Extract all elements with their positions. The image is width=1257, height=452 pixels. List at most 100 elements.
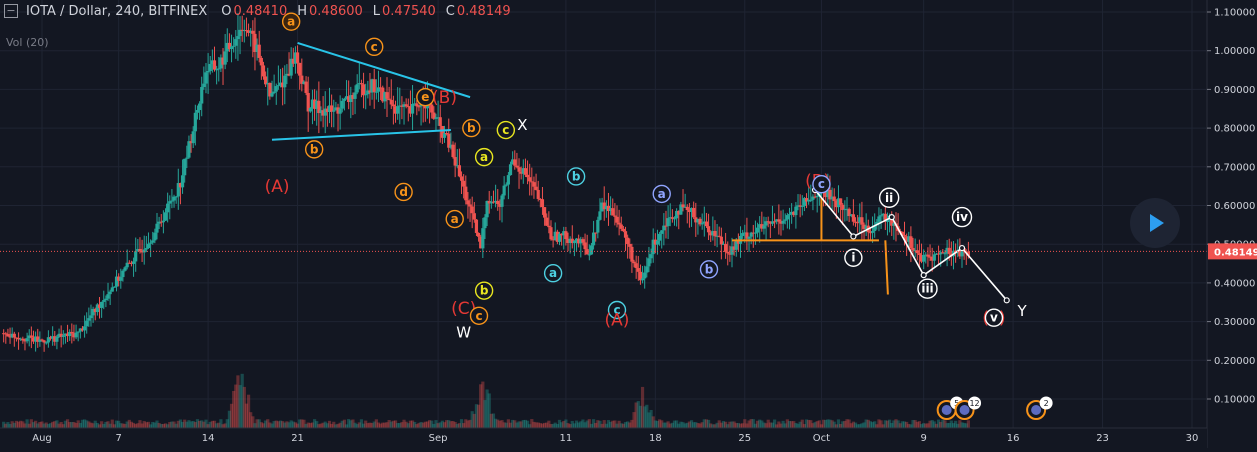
volume-indicator-label[interactable]: Vol (20) — [6, 36, 49, 49]
drawings[interactable] — [271, 42, 1010, 304]
wave-label[interactable]: a — [480, 150, 488, 164]
wave-label-circle[interactable] — [812, 175, 831, 194]
volume-bar — [907, 423, 911, 428]
wave-label-circle[interactable] — [607, 300, 627, 320]
volume-bar — [65, 419, 70, 428]
wave-label-circle[interactable] — [281, 12, 301, 31]
trendline-anchor[interactable] — [888, 214, 895, 221]
wave-label-circle[interactable] — [416, 87, 435, 107]
wave-label-circle[interactable] — [394, 182, 413, 202]
volume-bar — [476, 404, 481, 428]
candle — [926, 254, 930, 257]
wave-label-circle[interactable] — [652, 184, 671, 204]
volume-bar — [293, 422, 298, 428]
wave-label-circle[interactable] — [445, 209, 464, 229]
collapse-legend-icon[interactable]: − — [4, 4, 18, 18]
candle — [538, 198, 542, 200]
trendline-anchor[interactable] — [920, 272, 927, 279]
wave-label-circle[interactable] — [844, 248, 863, 267]
wave-label[interactable]: ii — [885, 191, 893, 205]
trendline[interactable] — [814, 189, 1008, 301]
wave-label-circle[interactable] — [543, 264, 563, 283]
wave-label-circle[interactable] — [917, 278, 938, 299]
events[interactable]: 5 12 2 — [936, 396, 1053, 420]
trendline-anchor[interactable] — [958, 244, 966, 252]
wave-label[interactable]: b — [705, 262, 714, 276]
trendline[interactable] — [884, 240, 889, 295]
volume-bar — [327, 420, 332, 428]
wave-label-circle[interactable] — [474, 281, 494, 300]
wave-label[interactable]: a — [549, 266, 557, 280]
wave-label-circle[interactable] — [365, 37, 384, 57]
volume-bar — [423, 421, 427, 428]
wave-label-circle[interactable] — [469, 306, 489, 325]
wave-label[interactable]: b — [467, 121, 476, 135]
candle — [675, 210, 679, 219]
wave-label[interactable]: b — [480, 284, 489, 298]
volume-bar — [572, 423, 577, 428]
wave-label-circle[interactable] — [304, 140, 324, 159]
wave-label[interactable]: (A) — [605, 311, 630, 331]
candle — [391, 104, 395, 107]
wave-label[interactable]: c — [818, 177, 825, 191]
wave-label[interactable]: iii — [921, 282, 933, 296]
wave-label[interactable]: v — [990, 311, 998, 325]
trendline[interactable] — [297, 42, 471, 99]
wave-label-circle[interactable] — [566, 167, 586, 186]
symbol-title[interactable]: IOTA / Dollar, 240, BITFINEX — [26, 3, 208, 19]
wave-label[interactable]: i — [851, 251, 855, 265]
volume-bar — [660, 420, 664, 428]
wave-label[interactable]: b — [310, 142, 319, 156]
wave-label-circle[interactable] — [878, 187, 900, 208]
wave-label[interactable]: a — [658, 187, 666, 201]
wave-label[interactable]: a — [451, 212, 459, 226]
wave-label-circle[interactable] — [951, 206, 973, 228]
volume-bar — [966, 420, 970, 428]
wave-label[interactable]: c — [371, 40, 378, 54]
wave-label[interactable]: X — [517, 116, 527, 134]
wave-label[interactable]: d — [399, 185, 408, 199]
wave-label[interactable]: (B) — [432, 88, 457, 108]
volume-bar — [655, 420, 660, 428]
candle — [238, 29, 242, 37]
trendline-anchor[interactable] — [850, 233, 857, 240]
wave-labels[interactable]: ace(B)(A)bdbacXab(C)cWbac(A)ab(B)ciiiiii… — [265, 12, 1028, 341]
wave-label[interactable]: (C) — [451, 299, 476, 319]
trendline[interactable] — [271, 129, 451, 141]
time-axis[interactable]: Aug 7 14 21 Sep 11 18 25 Oct 9 16 23 30 — [0, 427, 1207, 448]
wave-label[interactable]: c — [475, 309, 482, 323]
wave-label[interactable]: b — [572, 169, 581, 183]
wave-label-circle[interactable] — [496, 120, 516, 140]
candle — [877, 216, 881, 222]
candle — [670, 217, 674, 219]
candle — [6, 334, 10, 337]
wave-label[interactable]: c — [502, 123, 509, 137]
wave-label[interactable]: W — [456, 323, 471, 341]
wave-label[interactable]: Y — [1016, 302, 1027, 320]
candle — [359, 83, 364, 85]
wave-label[interactable]: (A) — [265, 177, 290, 197]
trendline-anchor[interactable] — [1003, 297, 1010, 304]
wave-label[interactable]: iv — [956, 210, 968, 224]
volume-bar — [685, 422, 689, 428]
candle — [542, 207, 547, 218]
candle — [368, 90, 372, 93]
replay-button[interactable] — [1130, 198, 1180, 248]
price-axis[interactable]: 0.100000.200000.300000.400000.500000.600… — [1206, 0, 1257, 448]
volume-bar — [310, 422, 315, 428]
volume-bar — [634, 402, 638, 428]
volume-bar — [336, 423, 340, 428]
wave-label-circle[interactable] — [699, 260, 719, 279]
candle — [131, 261, 136, 264]
volume-bar — [36, 423, 40, 428]
wave-label[interactable]: e — [421, 90, 429, 104]
wave-label-circle[interactable] — [984, 308, 1004, 327]
volume-bar — [40, 421, 44, 428]
wave-label[interactable]: c — [613, 303, 620, 317]
wave-label[interactable]: a — [287, 15, 295, 29]
wave-label-circle[interactable] — [462, 118, 481, 138]
volume-bar — [261, 423, 266, 428]
wave-label-circle[interactable] — [474, 147, 494, 167]
